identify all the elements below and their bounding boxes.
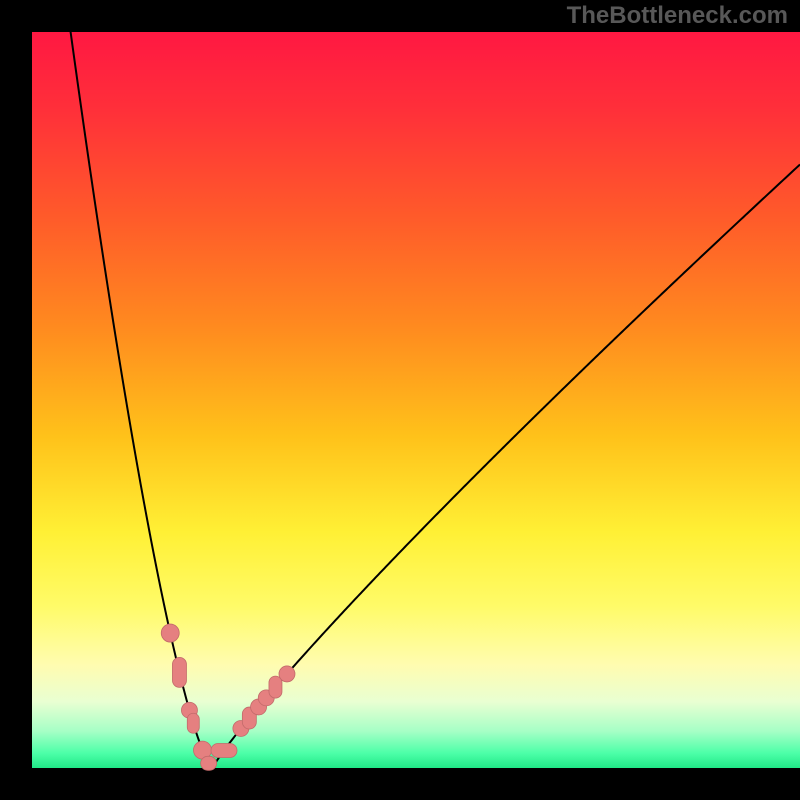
chart-root: TheBottleneck.com bbox=[0, 0, 800, 800]
plot-background-gradient bbox=[32, 32, 800, 768]
watermark-text: TheBottleneck.com bbox=[567, 2, 788, 30]
